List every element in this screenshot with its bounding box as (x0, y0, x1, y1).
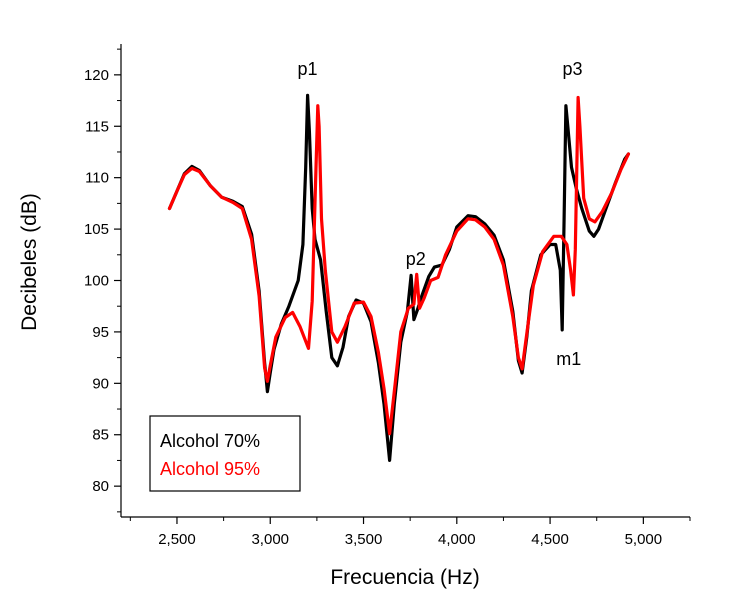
annotation-p1: p1 (298, 59, 318, 79)
series-line-alcohol-70 (167, 93, 630, 462)
y-axis-title: Decibeles (dB) (18, 193, 41, 331)
x-tick-label: 3,000 (251, 531, 289, 548)
x-tick-label: 5,000 (625, 531, 663, 548)
annotation-m1: m1 (556, 349, 581, 369)
axes: 2,500 3,000 3,500 4,000 4,500 5,000 80 85 90 95 10… (84, 44, 691, 548)
x-axis-title: Frecuencia (Hz) (330, 566, 479, 589)
y-tick-label: 100 (84, 273, 109, 290)
annotation-p2: p2 (406, 249, 426, 269)
x-tick-label: 3,500 (345, 531, 383, 548)
y-tick-label: 80 (92, 478, 109, 495)
legend-label-alcohol-95: Alcohol 95% (160, 459, 260, 479)
y-tick-label: 95 (92, 324, 109, 341)
y-tick-label: 105 (84, 221, 109, 238)
y-tick-label: 85 (92, 427, 109, 444)
y-tick-label: 90 (92, 375, 109, 392)
legend-box (149, 415, 301, 492)
annotation-p3: p3 (562, 59, 582, 79)
x-tick-label: 4,500 (531, 531, 569, 548)
y-tick-label: 115 (85, 118, 109, 135)
x-tick-label: 2,500 (158, 531, 196, 548)
y-tick-label: 120 (84, 67, 109, 84)
legend: Alcohol 70% Alcohol 95% (149, 415, 301, 492)
annotations: p1 p2 p3 m1 (298, 59, 583, 369)
y-tick-label: 110 (85, 170, 109, 187)
series-layer (167, 93, 630, 462)
series-line-alcohol-95 (167, 95, 630, 436)
legend-label-alcohol-70: Alcohol 70% (160, 431, 260, 451)
x-tick-label: 4,000 (438, 531, 476, 548)
